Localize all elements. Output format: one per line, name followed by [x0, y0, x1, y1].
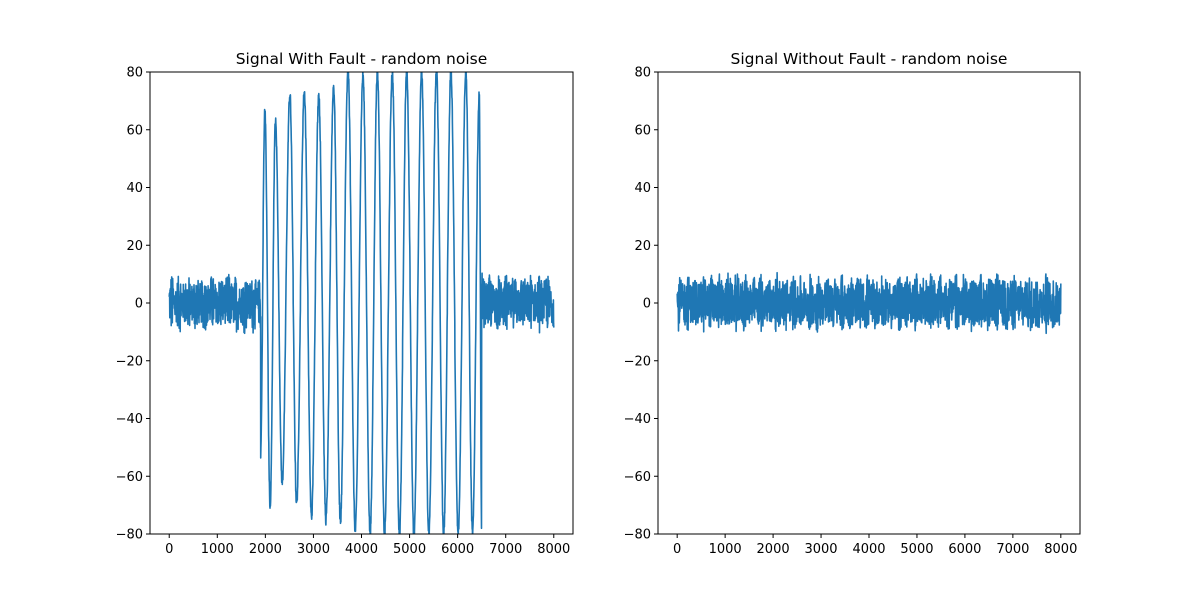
x-tick-label: 8000 [537, 542, 570, 557]
x-tick-label: 4000 [345, 542, 378, 557]
x-tick-label: 1000 [201, 542, 234, 557]
x-tick-label: 2000 [249, 542, 282, 557]
x-tick-label: 1000 [709, 542, 742, 557]
y-tick-label: 40 [126, 181, 143, 196]
y-tick-label: −20 [624, 354, 651, 369]
y-tick-label: 0 [643, 297, 651, 312]
x-axis-ticks: 0 1000 2000 3000 4000 5000 6000 7000 8000 [165, 534, 570, 557]
x-tick-label: 3000 [297, 542, 330, 557]
x-tick-label: 2000 [757, 542, 790, 557]
x-tick-label: 5000 [900, 542, 933, 557]
y-tick-label: 80 [126, 66, 143, 81]
signal-line-with-fault [168, 72, 555, 534]
x-tick-label: 3000 [804, 542, 837, 557]
y-tick-label: −40 [116, 412, 143, 427]
chart-title: Signal With Fault - random noise [236, 50, 488, 68]
x-tick-label: 6000 [948, 542, 981, 557]
y-tick-label: 60 [126, 123, 143, 138]
x-tick-label: 7000 [996, 542, 1029, 557]
y-tick-label: −20 [116, 354, 143, 369]
subplot-with-fault: 0 1000 2000 3000 4000 5000 6000 7000 8000 −80 −60… [116, 50, 574, 557]
x-tick-label: 0 [673, 542, 681, 557]
y-tick-label: −80 [624, 528, 651, 543]
y-tick-label: 0 [135, 297, 143, 312]
x-tick-label: 5000 [393, 542, 426, 557]
x-tick-label: 0 [165, 542, 173, 557]
y-tick-label: −60 [116, 470, 143, 485]
signal-series [168, 72, 555, 534]
signal-line-without-fault [676, 271, 1062, 335]
x-tick-label: 7000 [489, 542, 522, 557]
y-tick-label: 40 [634, 181, 651, 196]
y-tick-label: −80 [116, 528, 143, 543]
chart-title: Signal Without Fault - random noise [731, 50, 1008, 68]
signal-series [676, 271, 1062, 335]
y-tick-label: −60 [624, 470, 651, 485]
x-tick-label: 4000 [852, 542, 885, 557]
y-tick-label: 60 [634, 123, 651, 138]
y-tick-label: 80 [634, 66, 651, 81]
x-axis-ticks: 0 1000 2000 3000 4000 5000 6000 7000 8000 [673, 534, 1077, 557]
y-axis-ticks: −80 −60 −40 −20 0 20 40 60 80 [116, 66, 150, 543]
y-tick-label: 20 [126, 239, 143, 254]
y-axis-ticks: −80 −60 −40 −20 0 20 40 60 80 [624, 66, 658, 543]
subplot-without-fault: 0 1000 2000 3000 4000 5000 6000 7000 8000 −80 −60… [624, 50, 1081, 557]
y-tick-label: −40 [624, 412, 651, 427]
y-tick-label: 20 [634, 239, 651, 254]
x-tick-label: 8000 [1044, 542, 1077, 557]
x-tick-label: 6000 [441, 542, 474, 557]
